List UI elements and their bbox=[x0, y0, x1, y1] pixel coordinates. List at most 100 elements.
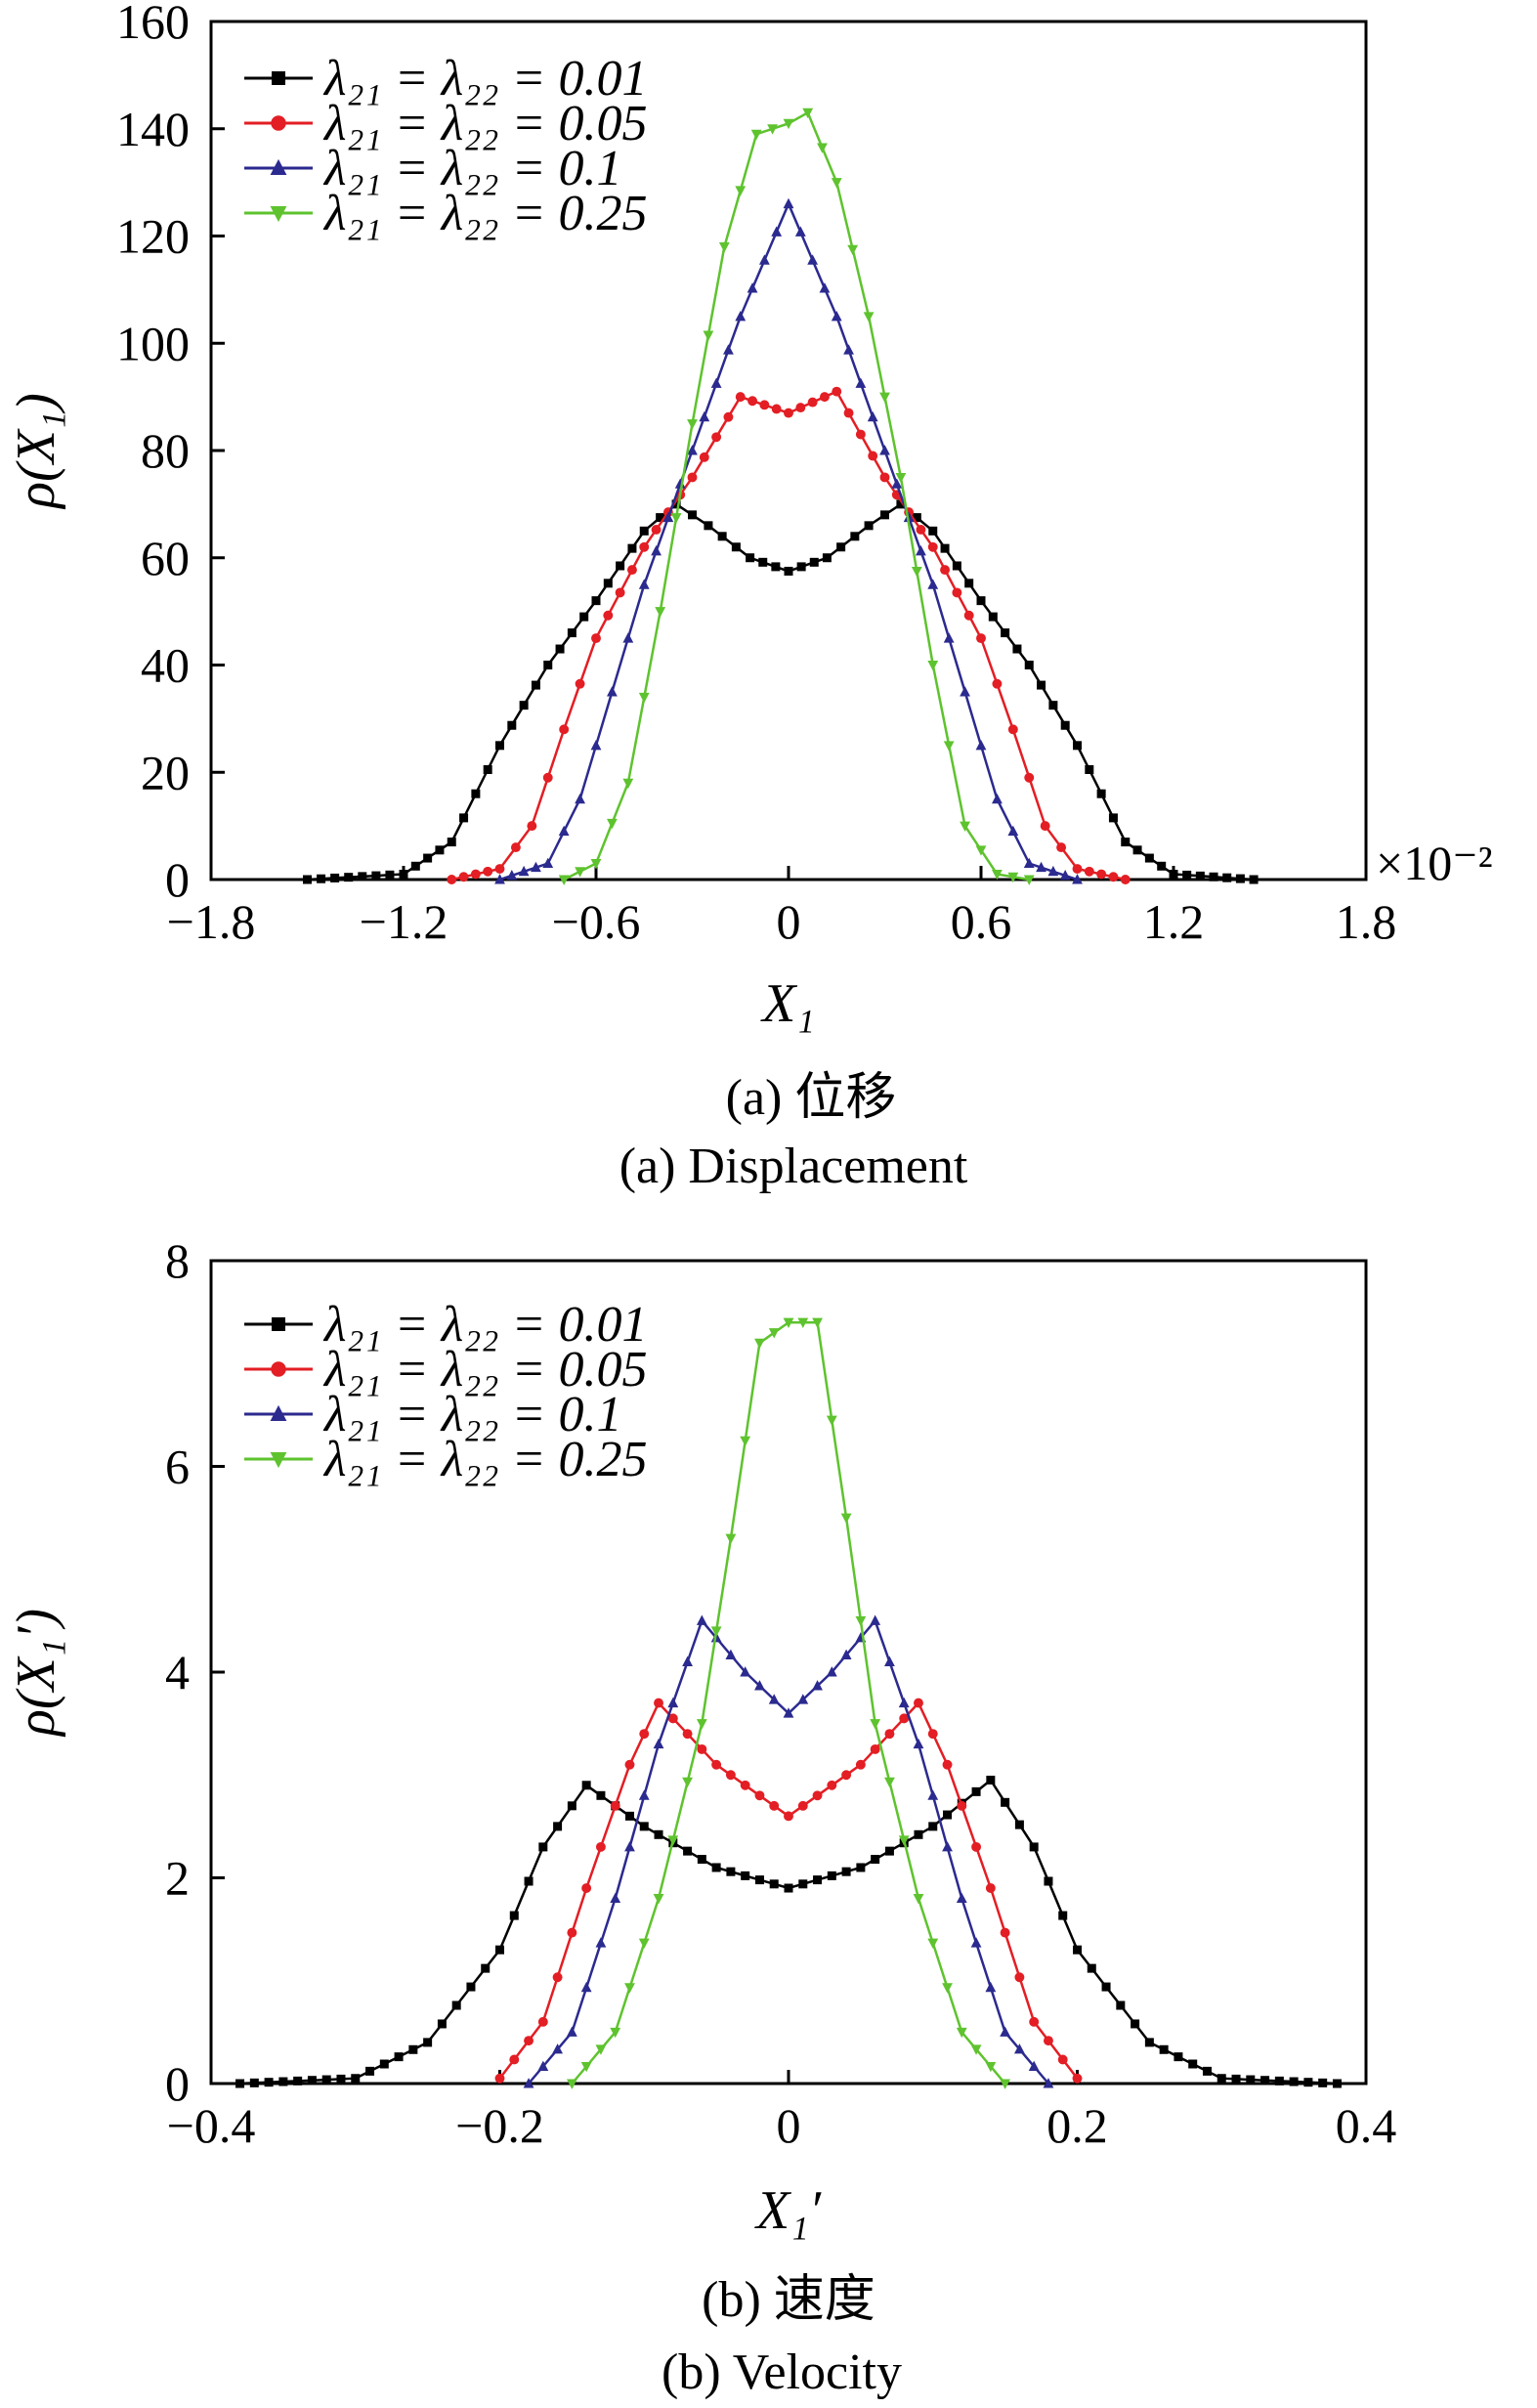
data-point bbox=[927, 579, 939, 589]
data-point bbox=[769, 1800, 780, 1811]
data-point bbox=[741, 1870, 750, 1880]
data-point bbox=[483, 765, 492, 775]
data-point bbox=[591, 596, 601, 606]
data-point bbox=[697, 1743, 707, 1754]
data-point bbox=[1096, 789, 1106, 798]
data-point bbox=[483, 866, 493, 877]
data-point bbox=[747, 396, 758, 407]
data-point bbox=[1144, 853, 1154, 863]
data-point bbox=[595, 2044, 607, 2055]
data-point bbox=[1169, 870, 1178, 880]
data-point bbox=[740, 1436, 751, 1447]
data-point bbox=[581, 1883, 592, 1893]
caption-cn-b: (b) 速度 bbox=[702, 2272, 875, 2328]
legend-marker bbox=[270, 158, 287, 175]
data-point bbox=[1084, 866, 1094, 877]
data-point bbox=[768, 1328, 780, 1339]
data-point bbox=[682, 1729, 693, 1740]
data-point bbox=[827, 1870, 836, 1880]
data-point bbox=[1085, 765, 1094, 775]
data-point bbox=[843, 408, 854, 418]
data-point bbox=[622, 778, 634, 790]
data-point bbox=[940, 565, 951, 576]
data-point bbox=[293, 2076, 303, 2086]
data-point bbox=[527, 821, 537, 832]
y-tick-label: 40 bbox=[141, 638, 190, 693]
data-point bbox=[1188, 2059, 1198, 2069]
data-point bbox=[626, 565, 637, 576]
caption-en-b: (b) Velocity bbox=[662, 2344, 902, 2400]
data-point bbox=[506, 870, 518, 881]
data-point bbox=[783, 1317, 794, 1328]
data-point bbox=[942, 1841, 953, 1852]
data-point bbox=[992, 793, 1003, 804]
data-point bbox=[812, 1317, 823, 1328]
data-point bbox=[1289, 2077, 1299, 2086]
data-point bbox=[826, 1666, 837, 1677]
data-point bbox=[1202, 2066, 1212, 2076]
data-point bbox=[827, 1780, 837, 1790]
x-axis-label-b: X₁′ bbox=[754, 2180, 822, 2241]
data-point bbox=[914, 1698, 923, 1708]
data-point bbox=[1012, 644, 1022, 654]
data-point bbox=[1014, 1820, 1024, 1829]
legend-label: λ₂₁ = λ₂₂ = 0.25 bbox=[322, 186, 648, 241]
data-point bbox=[819, 282, 831, 293]
data-point bbox=[590, 739, 602, 751]
data-point bbox=[1108, 872, 1119, 882]
data-point bbox=[1217, 2074, 1226, 2084]
data-point bbox=[868, 451, 878, 461]
data-point bbox=[1249, 875, 1259, 884]
data-point bbox=[1058, 1911, 1068, 1920]
x-tick-label: −0.6 bbox=[552, 894, 641, 949]
data-point bbox=[1121, 838, 1131, 847]
x-tick-label: −0.2 bbox=[455, 2098, 544, 2153]
data-point bbox=[235, 2079, 245, 2088]
data-point bbox=[543, 661, 553, 669]
data-point bbox=[566, 2026, 577, 2037]
data-point bbox=[746, 553, 755, 563]
data-point bbox=[344, 873, 354, 882]
data-point bbox=[735, 392, 746, 403]
data-point bbox=[1332, 2079, 1342, 2088]
data-point bbox=[470, 869, 481, 880]
data-point bbox=[817, 143, 828, 153]
data-point bbox=[278, 2077, 288, 2086]
x-axis-label-a: X₁ bbox=[760, 973, 815, 1034]
data-point bbox=[879, 392, 890, 403]
data-point bbox=[624, 1983, 635, 1994]
data-point bbox=[1231, 2074, 1241, 2084]
data-point bbox=[566, 2079, 577, 2089]
x-tick-label: 0.4 bbox=[1336, 2098, 1397, 2153]
data-point bbox=[616, 561, 625, 571]
y-tick-label: 8 bbox=[165, 1233, 190, 1288]
data-point bbox=[639, 1822, 649, 1831]
data-point bbox=[655, 607, 666, 618]
data-point bbox=[896, 499, 906, 509]
data-point bbox=[1023, 875, 1035, 885]
data-point bbox=[553, 1822, 563, 1831]
data-point bbox=[682, 1656, 693, 1666]
data-point bbox=[855, 429, 866, 440]
data-point bbox=[603, 610, 614, 621]
data-point bbox=[985, 2061, 997, 2073]
data-point bbox=[856, 1863, 866, 1872]
data-point bbox=[960, 821, 970, 832]
data-point bbox=[667, 1835, 679, 1846]
data-point bbox=[798, 1879, 808, 1889]
data-point bbox=[784, 1883, 793, 1893]
data-point bbox=[624, 1759, 635, 1770]
data-point bbox=[624, 1811, 634, 1821]
data-point bbox=[607, 686, 618, 697]
data-point bbox=[596, 1790, 606, 1800]
data-point bbox=[567, 1801, 576, 1811]
data-point bbox=[423, 853, 433, 863]
data-point bbox=[639, 541, 650, 552]
data-point bbox=[855, 377, 867, 388]
data-point bbox=[399, 870, 408, 880]
data-point bbox=[1000, 2079, 1011, 2089]
data-point bbox=[481, 1963, 491, 1973]
data-point bbox=[437, 2019, 447, 2029]
data-point bbox=[638, 692, 650, 704]
